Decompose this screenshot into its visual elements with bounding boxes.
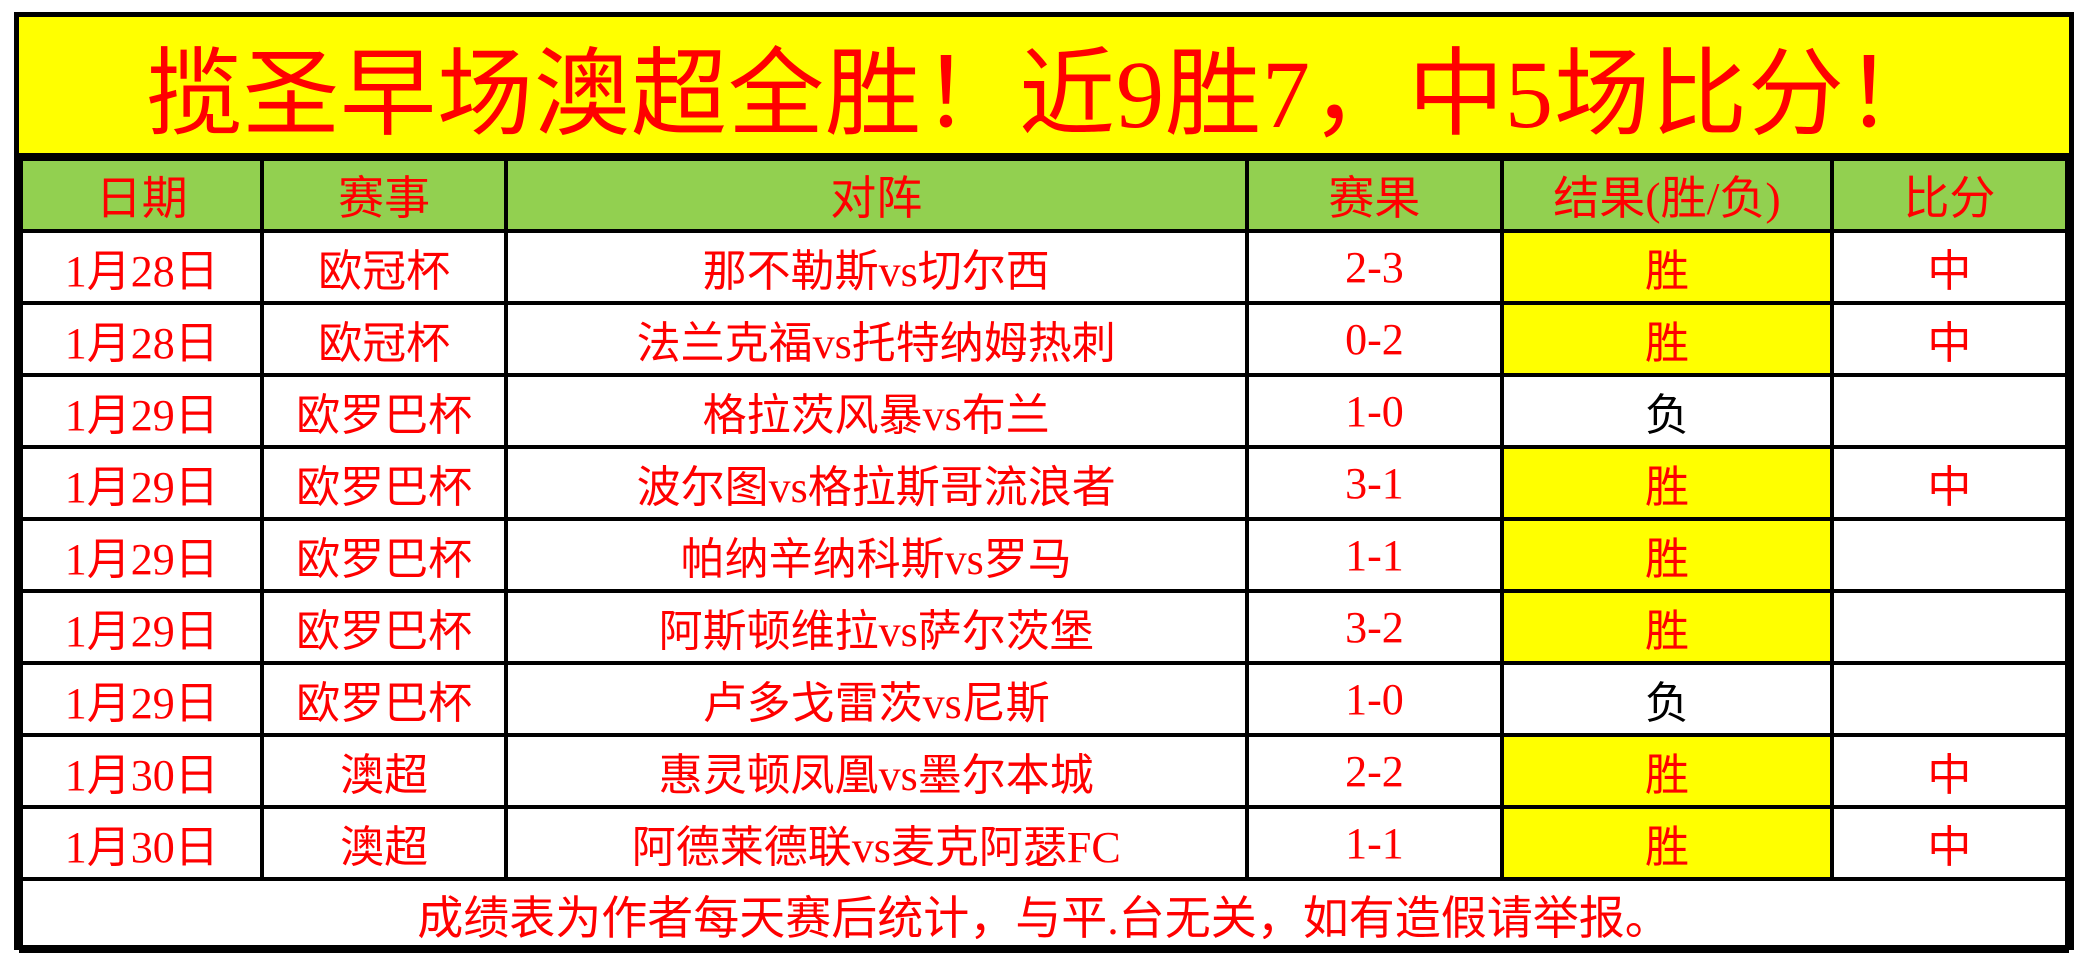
score-cell: 1-0 — [1244, 661, 1505, 737]
table-row: 1月28日 欧冠杯 法兰克福vs托特纳姆热刺 0-2 胜 中 — [18, 301, 2070, 377]
table-row: 1月30日 澳超 惠灵顿凤凰vs墨尔本城 2-2 胜 中 — [18, 733, 2070, 809]
column-header-date: 日期 — [18, 157, 265, 233]
result-cell: 胜 — [1500, 805, 1834, 881]
hit-cell — [1829, 373, 2070, 449]
table-row: 1月29日 欧罗巴杯 卢多戈雷茨vs尼斯 1-0 负 — [18, 661, 2070, 737]
hit-cell — [1829, 517, 2070, 593]
score-cell: 1-1 — [1244, 517, 1505, 593]
match-cell: 格拉茨风暴vs布兰 — [503, 373, 1249, 449]
results-table: 日期 赛事 对阵 赛果 结果(胜/负) 比分 1月28日 欧冠杯 那不勒斯vs切… — [18, 157, 2070, 953]
competition-cell: 欧罗巴杯 — [260, 661, 508, 737]
result-cell: 胜 — [1500, 517, 1834, 593]
footer-note: 成绩表为作者每天赛后统计，与平.台无关，如有造假请举报。 — [19, 877, 2069, 953]
date-cell: 1月29日 — [18, 373, 265, 449]
hit-cell: 中 — [1829, 733, 2070, 809]
competition-cell: 欧罗巴杯 — [260, 373, 508, 449]
competition-cell: 欧冠杯 — [260, 301, 508, 377]
result-cell: 胜 — [1500, 589, 1834, 665]
score-cell: 3-1 — [1244, 445, 1505, 521]
competition-cell: 欧罗巴杯 — [260, 589, 508, 665]
date-cell: 1月29日 — [18, 517, 265, 593]
score-cell: 0-2 — [1244, 301, 1505, 377]
competition-cell: 欧罗巴杯 — [260, 445, 508, 521]
date-cell: 1月29日 — [18, 589, 265, 665]
match-cell: 帕纳辛纳科斯vs罗马 — [503, 517, 1249, 593]
score-cell: 2-2 — [1244, 733, 1505, 809]
results-tbody: 1月28日 欧冠杯 那不勒斯vs切尔西 2-3 胜 中 1月28日 欧冠杯 法兰… — [18, 229, 2070, 881]
score-cell: 1-1 — [1244, 805, 1505, 881]
date-cell: 1月30日 — [18, 733, 265, 809]
column-header-competition: 赛事 — [260, 157, 508, 233]
results-board: 揽圣早场澳超全胜！近9胜7，中5场比分！ 日期 赛事 对阵 赛果 结果(胜/负)… — [14, 12, 2074, 953]
date-cell: 1月28日 — [18, 229, 265, 305]
score-cell: 3-2 — [1244, 589, 1505, 665]
table-row: 1月29日 欧罗巴杯 帕纳辛纳科斯vs罗马 1-1 胜 — [18, 517, 2070, 593]
column-header-result: 结果(胜/负) — [1500, 157, 1834, 233]
column-header-hit: 比分 — [1829, 157, 2070, 233]
page-title: 揽圣早场澳超全胜！近9胜7，中5场比分！ — [19, 17, 2069, 157]
date-cell: 1月29日 — [18, 445, 265, 521]
hit-cell: 中 — [1829, 445, 2070, 521]
column-header-score: 赛果 — [1244, 157, 1505, 233]
score-cell: 2-3 — [1244, 229, 1505, 305]
table-row: 1月29日 欧罗巴杯 格拉茨风暴vs布兰 1-0 负 — [18, 373, 2070, 449]
header-row: 日期 赛事 对阵 赛果 结果(胜/负) 比分 — [18, 157, 2070, 233]
match-cell: 阿斯顿维拉vs萨尔茨堡 — [503, 589, 1249, 665]
competition-cell: 澳超 — [260, 733, 508, 809]
result-cell: 负 — [1500, 373, 1834, 449]
result-cell: 胜 — [1500, 445, 1834, 521]
result-cell: 胜 — [1500, 229, 1834, 305]
match-cell: 卢多戈雷茨vs尼斯 — [503, 661, 1249, 737]
hit-cell — [1829, 661, 2070, 737]
result-cell: 胜 — [1500, 301, 1834, 377]
footer-row: 成绩表为作者每天赛后统计，与平.台无关，如有造假请举报。 — [19, 877, 2069, 953]
date-cell: 1月30日 — [18, 805, 265, 881]
match-cell: 法兰克福vs托特纳姆热刺 — [503, 301, 1249, 377]
hit-cell — [1829, 589, 2070, 665]
match-cell: 波尔图vs格拉斯哥流浪者 — [503, 445, 1249, 521]
hit-cell: 中 — [1829, 301, 2070, 377]
table-row: 1月29日 欧罗巴杯 阿斯顿维拉vs萨尔茨堡 3-2 胜 — [18, 589, 2070, 665]
competition-cell: 澳超 — [260, 805, 508, 881]
match-cell: 那不勒斯vs切尔西 — [503, 229, 1249, 305]
score-cell: 1-0 — [1244, 373, 1505, 449]
result-cell: 胜 — [1500, 733, 1834, 809]
competition-cell: 欧冠杯 — [260, 229, 508, 305]
table-row: 1月30日 澳超 阿德莱德联vs麦克阿瑟FC 1-1 胜 中 — [18, 805, 2070, 881]
match-cell: 阿德莱德联vs麦克阿瑟FC — [503, 805, 1249, 881]
table-row: 1月29日 欧罗巴杯 波尔图vs格拉斯哥流浪者 3-1 胜 中 — [18, 445, 2070, 521]
table-row: 1月28日 欧冠杯 那不勒斯vs切尔西 2-3 胜 中 — [18, 229, 2070, 305]
match-cell: 惠灵顿凤凰vs墨尔本城 — [503, 733, 1249, 809]
competition-cell: 欧罗巴杯 — [260, 517, 508, 593]
result-cell: 负 — [1500, 661, 1834, 737]
date-cell: 1月29日 — [18, 661, 265, 737]
hit-cell: 中 — [1829, 229, 2070, 305]
date-cell: 1月28日 — [18, 301, 265, 377]
hit-cell: 中 — [1829, 805, 2070, 881]
column-header-match: 对阵 — [503, 157, 1249, 233]
